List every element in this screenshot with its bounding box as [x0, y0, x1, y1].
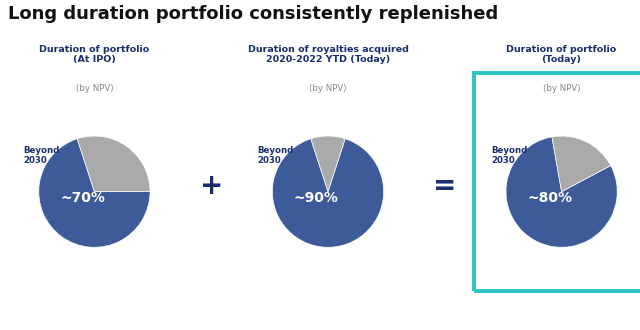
Text: Beyond
2030: Beyond 2030: [257, 146, 294, 165]
Text: (by NPV): (by NPV): [543, 83, 580, 92]
Text: Beyond
2030: Beyond 2030: [24, 146, 60, 165]
Wedge shape: [77, 136, 150, 192]
Text: =: =: [433, 172, 456, 200]
Text: Duration of portfolio
(At IPO): Duration of portfolio (At IPO): [39, 45, 150, 64]
Text: Duration of royalties acquired
2020-2022 YTD (Today): Duration of royalties acquired 2020-2022…: [248, 45, 408, 64]
Text: ~80%: ~80%: [527, 191, 572, 205]
Text: ~13 year weighted average royalty portfolio duration: ~13 year weighted average royalty portfo…: [142, 306, 498, 319]
Text: Long duration portfolio consistently replenished: Long duration portfolio consistently rep…: [8, 5, 498, 23]
Text: +: +: [200, 172, 223, 200]
Text: ~70%: ~70%: [60, 191, 105, 205]
Wedge shape: [273, 139, 383, 247]
Text: (by NPV): (by NPV): [309, 83, 347, 92]
Wedge shape: [311, 136, 345, 192]
Wedge shape: [552, 136, 611, 192]
Text: (by NPV): (by NPV): [76, 83, 113, 92]
Text: Duration of portfolio
(Today): Duration of portfolio (Today): [506, 45, 617, 64]
Wedge shape: [39, 139, 150, 247]
Text: Beyond
2030: Beyond 2030: [491, 146, 527, 165]
Text: ~90%: ~90%: [294, 191, 339, 205]
Wedge shape: [506, 137, 617, 247]
